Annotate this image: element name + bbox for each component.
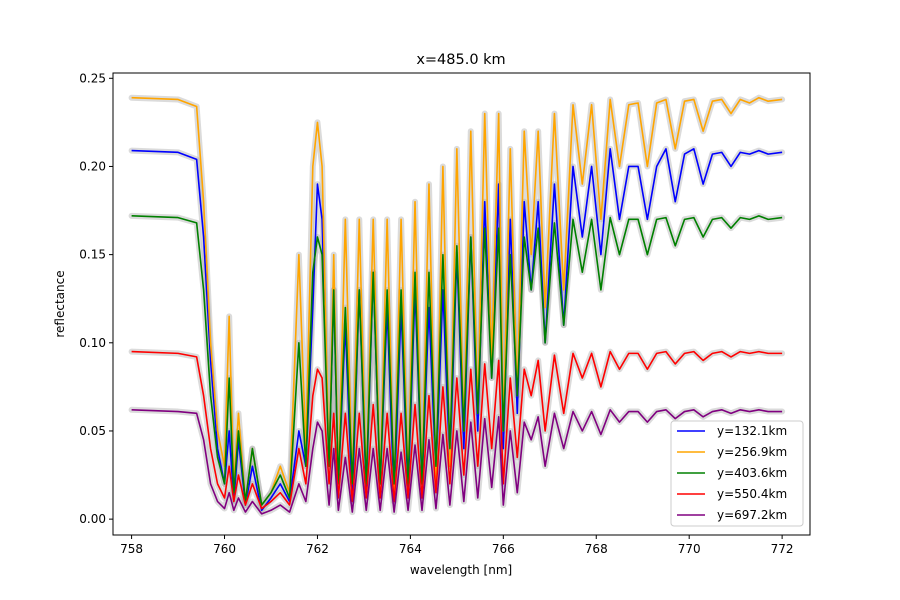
y-tick-label: 0.10 [79, 336, 106, 350]
y-tick-label: 0.15 [79, 248, 106, 262]
legend-box [670, 420, 804, 527]
x-tick-label: 770 [678, 542, 701, 556]
y-tick-label: 0.25 [79, 71, 106, 85]
legend-label: y=403.6km [717, 466, 787, 480]
legend-label: y=256.9km [717, 445, 787, 459]
series-lines [131, 96, 783, 515]
series-line-3 [131, 215, 783, 506]
legend: y=132.1km y=256.9km y=403.6km y=550.4km y=69… [670, 420, 804, 527]
legend-label: y=550.4km [717, 487, 787, 501]
axes-frame [112, 72, 811, 536]
y-axis-label: reflectance [53, 270, 67, 337]
y-tick-label: 0.00 [79, 512, 106, 526]
x-tick-label: 764 [399, 542, 422, 556]
chart-title: x=485.0 km [416, 52, 505, 68]
x-axis-ticks: 758 760 762 764 766 768 770 772 [120, 535, 794, 556]
x-tick-label: 762 [306, 542, 329, 556]
legend-label: y=132.1km [717, 424, 787, 438]
x-tick-label: 768 [585, 542, 608, 556]
plot-area [112, 72, 811, 536]
x-axis-label: wavelength [nm] [410, 563, 512, 577]
series-line-4 [131, 350, 783, 510]
series-line-5 [131, 409, 783, 515]
legend-label: y=697.2km [717, 508, 787, 522]
x-tick-label: 760 [213, 542, 236, 556]
x-tick-label: 766 [492, 542, 515, 556]
x-tick-label: 758 [120, 542, 143, 556]
x-tick-label: 772 [771, 542, 794, 556]
legend-items: y=132.1km y=256.9km y=403.6km y=550.4km y=69… [677, 424, 787, 522]
y-tick-label: 0.05 [79, 424, 106, 438]
y-axis-ticks: 0.00 0.05 0.10 0.15 0.20 0.25 [79, 71, 113, 526]
y-tick-label: 0.20 [79, 159, 106, 173]
